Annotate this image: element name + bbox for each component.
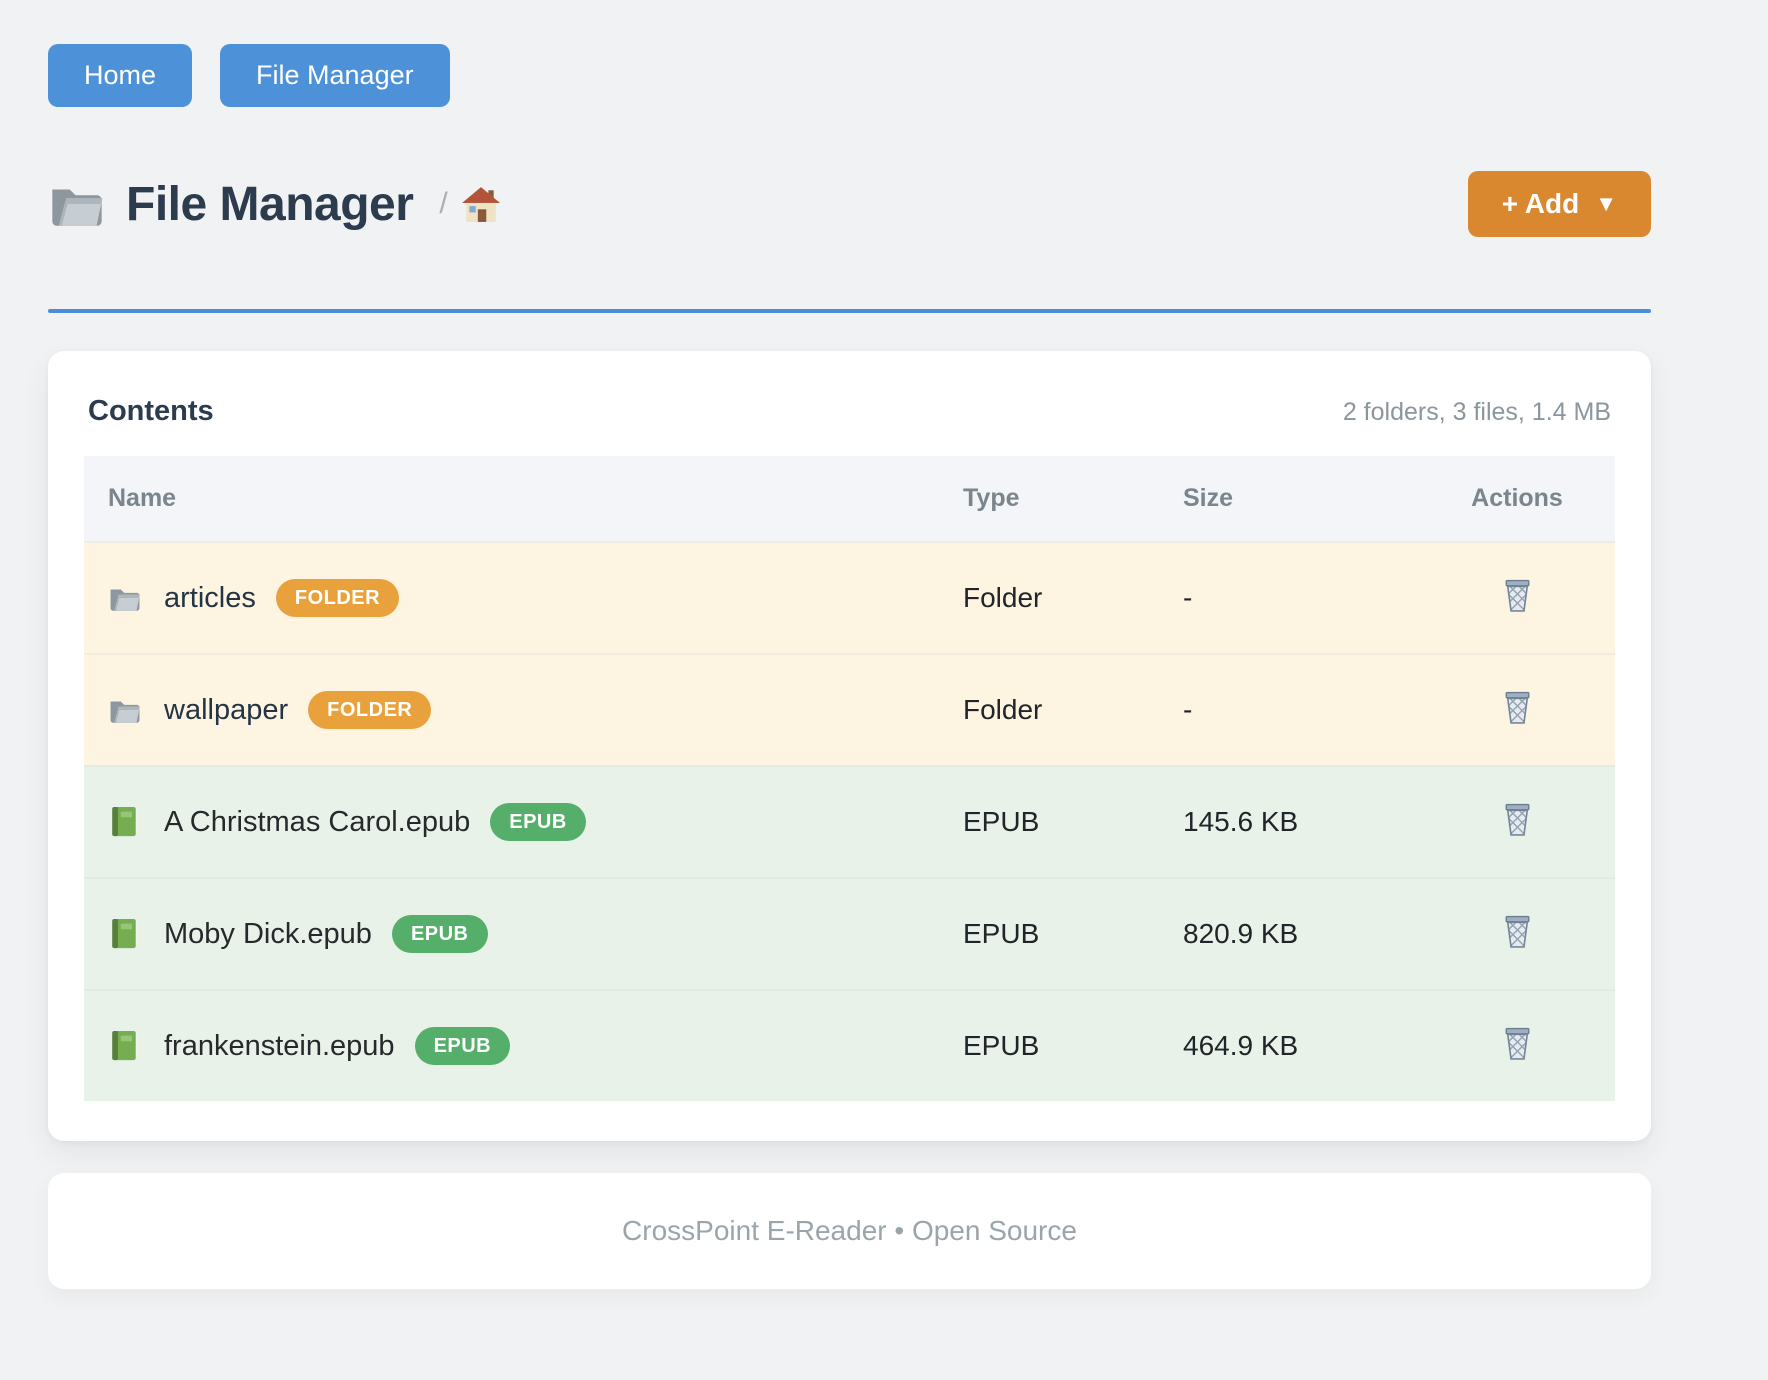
home-house-icon[interactable]	[461, 186, 500, 222]
folder-icon	[110, 589, 140, 611]
chevron-down-icon: ▼	[1595, 191, 1617, 216]
table-row[interactable]: articles FOLDER Folder -	[84, 541, 1615, 654]
file-size: -	[1159, 653, 1419, 766]
file-type: EPUB	[939, 877, 1159, 990]
type-badge: FOLDER	[308, 691, 432, 729]
file-size: 145.6 KB	[1159, 765, 1419, 878]
breadcrumb-separator: /	[439, 187, 448, 220]
delete-button[interactable]	[1501, 913, 1534, 950]
file-name[interactable]: articles	[164, 581, 256, 614]
nav-home-button[interactable]: Home	[48, 44, 193, 107]
column-header-name: Name	[84, 456, 939, 542]
contents-summary: 2 folders, 3 files, 1.4 MB	[1342, 398, 1611, 426]
contents-heading: Contents	[88, 395, 214, 427]
contents-card: Contents 2 folders, 3 files, 1.4 MB Name…	[48, 351, 1651, 1141]
table-row[interactable]: Moby Dick.epub EPUB EPUB 820.9 KB	[84, 877, 1615, 990]
trash-icon	[1501, 689, 1534, 726]
table-row[interactable]: frankenstein.epub EPUB EPUB 464.9 KB	[84, 989, 1615, 1101]
footer-text: CrossPoint E-Reader • Open Source	[622, 1215, 1077, 1246]
column-header-size: Size	[1159, 456, 1419, 542]
file-name[interactable]: Moby Dick.epub	[164, 917, 372, 950]
page-header: File Manager / + Add ▼	[48, 171, 1651, 237]
type-badge: EPUB	[490, 803, 586, 841]
book-icon	[112, 918, 139, 949]
book-icon	[112, 806, 139, 837]
file-table-header-row: Name Type Size Actions	[84, 456, 1615, 542]
type-badge: EPUB	[391, 915, 488, 953]
trash-icon	[1501, 913, 1534, 950]
type-badge: EPUB	[414, 1027, 511, 1065]
file-name[interactable]: wallpaper	[164, 693, 289, 726]
column-header-actions: Actions	[1419, 456, 1615, 542]
trash-icon	[1501, 577, 1534, 614]
nav-file-manager-button[interactable]: File Manager	[220, 44, 450, 107]
file-size: -	[1159, 541, 1419, 654]
trash-icon	[1501, 1025, 1534, 1062]
type-badge: FOLDER	[275, 579, 400, 617]
file-name[interactable]: A Christmas Carol.epub	[164, 805, 471, 838]
file-size: 464.9 KB	[1159, 989, 1419, 1101]
file-size: 820.9 KB	[1159, 877, 1419, 990]
file-type: Folder	[939, 653, 1159, 766]
trash-icon	[1501, 801, 1534, 838]
breadcrumb: /	[439, 186, 500, 222]
add-button[interactable]: + Add ▼	[1467, 171, 1651, 237]
file-type: EPUB	[939, 765, 1159, 878]
file-name[interactable]: frankenstein.epub	[164, 1029, 395, 1062]
title-divider	[48, 309, 1651, 313]
folder-icon	[110, 701, 140, 723]
file-type: Folder	[939, 541, 1159, 654]
delete-button[interactable]	[1501, 1025, 1534, 1062]
page: Home File Manager File Manager / + Add ▼…	[48, 44, 1651, 1289]
delete-button[interactable]	[1501, 689, 1534, 726]
page-title: File Manager	[126, 177, 414, 231]
add-button-label: + Add	[1501, 188, 1580, 219]
delete-button[interactable]	[1501, 801, 1534, 838]
table-row[interactable]: A Christmas Carol.epub EPUB EPUB 145.6 K…	[84, 765, 1615, 878]
book-icon	[112, 1030, 139, 1061]
top-navigation: Home File Manager	[48, 44, 1651, 107]
table-row[interactable]: wallpaper FOLDER Folder -	[84, 653, 1615, 766]
contents-card-header: Contents 2 folders, 3 files, 1.4 MB	[84, 395, 1615, 428]
file-table: Name Type Size Actions articles FOLDER F…	[84, 456, 1615, 1101]
file-type: EPUB	[939, 989, 1159, 1101]
footer: CrossPoint E-Reader • Open Source	[48, 1173, 1651, 1289]
column-header-type: Type	[939, 456, 1159, 542]
folder-icon	[52, 189, 103, 226]
delete-button[interactable]	[1501, 577, 1534, 614]
